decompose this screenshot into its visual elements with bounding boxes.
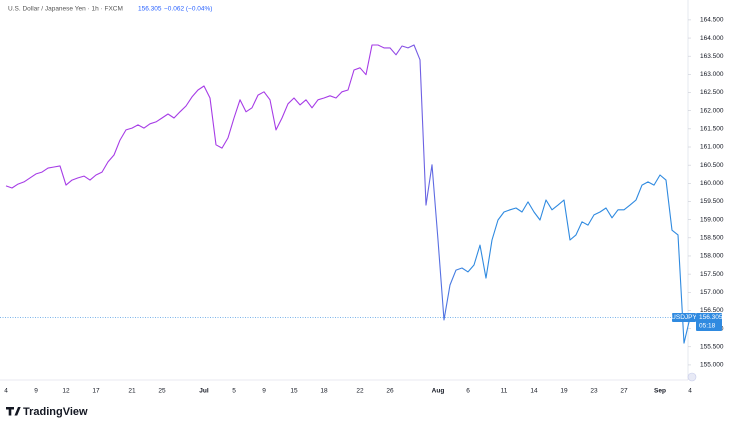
y-tick-label: 162.000 <box>700 107 724 114</box>
x-tick-label: 5 <box>232 388 236 395</box>
x-tick-label: 19 <box>560 388 568 395</box>
y-tick-label: 157.000 <box>700 289 724 296</box>
y-tick-label: 158.500 <box>700 235 724 242</box>
last-price: 156.305 <box>138 6 162 13</box>
countdown: 05:18 <box>699 323 716 330</box>
x-tick-label: 6 <box>466 388 470 395</box>
y-tick-label: 155.500 <box>700 343 724 350</box>
y-tick-label: 156.500 <box>700 307 724 314</box>
x-tick-label: 9 <box>34 388 38 395</box>
x-tick-label: 4 <box>4 388 8 395</box>
x-tick-label: 12 <box>62 388 70 395</box>
x-tick-label: 27 <box>620 388 628 395</box>
y-tick-label: 159.000 <box>700 216 724 223</box>
price-tag-value: 156.305 <box>699 314 723 321</box>
logo-mark <box>6 407 21 416</box>
y-tick-label: 162.500 <box>700 89 724 96</box>
x-tick-label: 14 <box>530 388 538 395</box>
logo[interactable]: TradingView <box>6 406 88 418</box>
x-tick-label: 11 <box>501 388 508 395</box>
x-tick-label: Jul <box>199 388 209 395</box>
x-tick-label: 15 <box>290 388 298 395</box>
x-tick-label: 9 <box>262 388 266 395</box>
y-tick-label: 160.000 <box>700 180 724 187</box>
y-tick-label: 161.500 <box>700 126 724 133</box>
x-tick-label: 22 <box>356 388 364 395</box>
x-tick-label: 23 <box>590 388 598 395</box>
y-tick-label: 163.000 <box>700 71 724 78</box>
y-tick-label: 163.500 <box>700 53 724 60</box>
x-tick-label: 21 <box>128 388 136 395</box>
price-line <box>5 44 691 344</box>
y-tick-label: 155.000 <box>700 362 724 369</box>
x-tick-label: 4 <box>688 388 692 395</box>
flag-icon[interactable] <box>687 372 697 382</box>
y-tick-label: 164.500 <box>700 17 724 24</box>
y-tick-label: 164.000 <box>700 35 724 42</box>
y-tick-label: 161.000 <box>700 144 724 151</box>
symbol-tag: USDJPY <box>671 314 697 321</box>
x-tick-label: Sep <box>654 388 666 395</box>
chart-title: U.S. Dollar / Japanese Yen · 1h · FXCM <box>8 6 123 13</box>
x-tick-label: Aug <box>432 388 445 395</box>
x-tick-label: 18 <box>320 388 328 395</box>
price-change: −0.062 (−0.04%) <box>164 6 212 13</box>
y-tick-label: 157.500 <box>700 271 724 278</box>
symbol-tag-bg <box>672 313 696 323</box>
y-tick-label: 158.000 <box>700 253 724 260</box>
y-tick-label: 160.500 <box>700 162 724 169</box>
x-tick-label: 26 <box>386 388 394 395</box>
y-tick-label: 159.500 <box>700 198 724 205</box>
x-tick-label: 25 <box>158 388 166 395</box>
brand: TradingView <box>23 406 88 418</box>
x-tick-label: 17 <box>92 388 100 395</box>
price-tag: USDJPY 156.305 05:18 <box>671 313 723 332</box>
price-tag-bg <box>696 313 722 332</box>
